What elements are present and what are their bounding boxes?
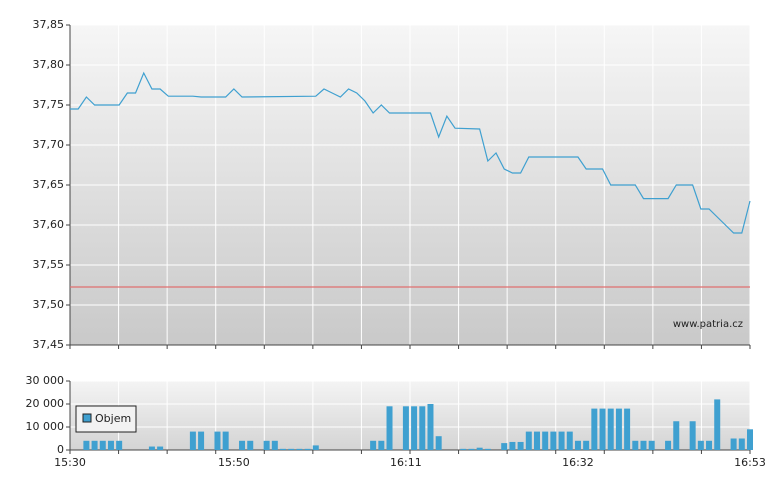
volume-bar: [91, 440, 98, 450]
volume-bar: [542, 431, 549, 450]
volume-bar: [509, 441, 516, 450]
volume-bar: [517, 441, 524, 450]
volume-bar: [189, 431, 196, 450]
volume-bar: [116, 440, 123, 450]
y-tick-label: 0: [57, 443, 64, 456]
volume-bar: [574, 440, 581, 450]
y-tick-label: 37,75: [33, 98, 65, 111]
volume-bar: [157, 446, 164, 450]
volume-bar: [198, 431, 205, 450]
y-tick-label: 37,50: [33, 298, 65, 311]
volume-bar: [566, 431, 573, 450]
legend-label: Objem: [95, 412, 131, 425]
volume-bar: [665, 440, 672, 450]
volume-bar: [484, 448, 491, 450]
volume-bar: [706, 440, 713, 450]
y-tick-label: 37,85: [33, 18, 65, 31]
volume-bar: [411, 406, 418, 450]
y-tick-label: 37,80: [33, 58, 65, 71]
volume-bar: [730, 438, 737, 450]
volume-bar: [525, 431, 532, 450]
volume-bar: [148, 446, 155, 450]
volume-bar: [99, 440, 106, 450]
volume-bar: [615, 408, 622, 450]
y-tick-label: 37,45: [33, 338, 65, 351]
volume-bar: [697, 440, 704, 450]
volume-bar: [386, 406, 393, 450]
x-tick-label: 16:53: [734, 456, 766, 469]
volume-bar: [673, 421, 680, 450]
volume-bar: [558, 431, 565, 450]
legend: Objem: [75, 405, 137, 433]
volume-bar: [435, 436, 442, 450]
volume-bar: [370, 440, 377, 450]
volume-bar: [280, 448, 287, 450]
volume-bar: [427, 404, 434, 450]
volume-bar: [747, 429, 753, 450]
volume-bar: [689, 421, 696, 450]
x-tick-label: 15:30: [54, 456, 86, 469]
volume-bar: [591, 408, 598, 450]
x-tick-label: 15:50: [218, 456, 250, 469]
volume-bar: [501, 443, 508, 450]
volume-bar: [312, 445, 319, 450]
volume-bar: [222, 431, 229, 450]
volume-bar: [624, 408, 631, 450]
volume-bar: [263, 440, 270, 450]
volume-bar: [476, 447, 483, 450]
watermark: www.patria.cz: [673, 319, 743, 330]
legend-swatch: [82, 413, 92, 423]
y-tick-label: 20 000: [26, 397, 65, 410]
volume-bar: [378, 440, 385, 450]
volume-bar: [304, 448, 311, 450]
volume-bar: [533, 431, 540, 450]
volume-bar: [107, 440, 114, 450]
volume-bar: [460, 448, 467, 450]
y-tick-label: 37,60: [33, 218, 65, 231]
volume-bar: [583, 440, 590, 450]
y-tick-label: 30 000: [26, 374, 65, 387]
volume-bar: [271, 440, 278, 450]
volume-bar: [83, 440, 90, 450]
volume-bar: [288, 448, 295, 450]
volume-bar: [599, 408, 606, 450]
volume-bar: [214, 431, 221, 450]
y-tick-label: 37,65: [33, 178, 65, 191]
volume-bar: [402, 406, 409, 450]
volume-bar: [550, 431, 557, 450]
volume-bar: [419, 406, 426, 450]
volume-bar: [468, 448, 475, 450]
volume-bar: [640, 440, 647, 450]
price-line: [70, 71, 751, 234]
volume-bar: [239, 440, 246, 450]
x-tick-label: 16:32: [562, 456, 594, 469]
y-tick-label: 37,70: [33, 138, 65, 151]
volume-bar: [607, 408, 614, 450]
x-tick-label: 16:11: [390, 456, 422, 469]
volume-bar: [296, 448, 303, 450]
volume-bar: [738, 438, 745, 450]
volume-bar: [247, 440, 254, 450]
volume-bar: [714, 399, 721, 450]
y-tick-label: 10 000: [26, 420, 65, 433]
volume-bar: [632, 440, 639, 450]
volume-bar: [648, 440, 655, 450]
y-tick-label: 37,55: [33, 258, 65, 271]
